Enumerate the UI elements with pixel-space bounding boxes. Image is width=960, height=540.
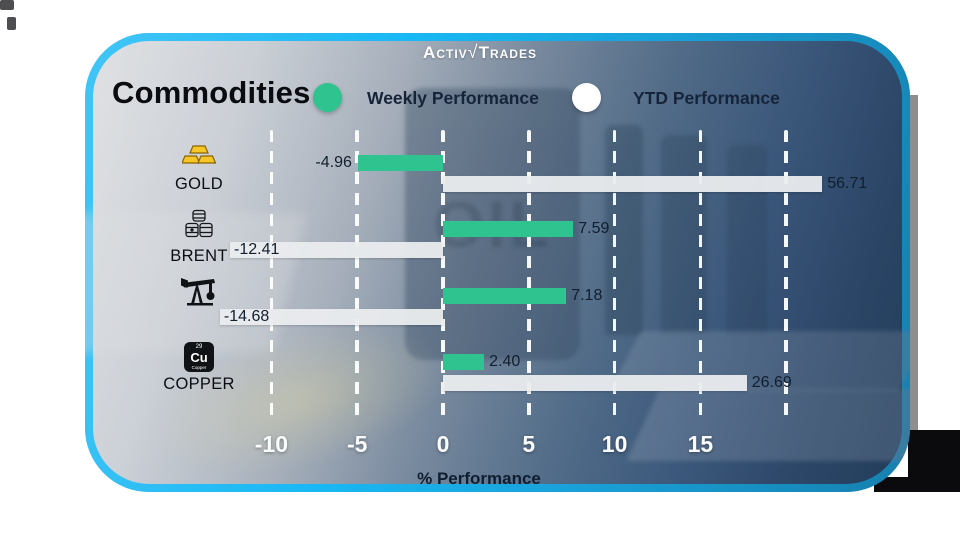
ytd-bar — [443, 176, 823, 192]
corner-fragment — [0, 0, 14, 10]
gridline — [527, 130, 531, 424]
x-axis-tick: 0 — [436, 431, 450, 457]
ytd-bar — [230, 242, 443, 259]
edge-strip — [908, 95, 918, 432]
pump-jack-icon — [181, 276, 217, 311]
weekly-value: 2.40 — [489, 352, 521, 370]
weekly-legend-label: Weekly Performance — [367, 88, 539, 108]
element-name: Copper — [191, 364, 207, 370]
ytd-value: 56.71 — [827, 175, 868, 192]
row-label-pump — [157, 276, 241, 311]
copper-element-icon: 29 Cu Copper — [184, 341, 214, 372]
ytd-value: -12.41 — [234, 241, 280, 259]
chart-title: Commodities — [112, 75, 311, 110]
x-axis-title: % Performance — [417, 469, 541, 488]
ytd-value: -14.68 — [223, 307, 270, 325]
row-label-brent: BRENT — [157, 209, 241, 266]
x-axis-tick: 5 — [522, 431, 536, 457]
photo-overlay — [85, 33, 910, 492]
brand-check-mark: √ — [467, 42, 479, 62]
weekly-bar — [443, 353, 485, 370]
corner-fragment — [7, 17, 16, 30]
ytd-legend-dot — [572, 83, 601, 112]
weekly-bar — [357, 155, 443, 171]
weekly-value: 7.59 — [578, 220, 610, 238]
x-axis-tick: 15 — [687, 431, 714, 457]
row-label-copper: 29 Cu Copper COPPER — [157, 341, 241, 394]
ytd-bar — [443, 374, 747, 391]
gridline — [269, 130, 274, 424]
category-label: GOLD — [175, 175, 223, 193]
weekly-bar — [443, 287, 567, 304]
weekly-value: 7.18 — [571, 286, 603, 304]
gridline — [355, 130, 359, 424]
oil-barrels-icon — [184, 209, 214, 244]
ytd-legend-label: YTD Performance — [633, 88, 780, 108]
corner-block — [874, 477, 918, 492]
element-symbol: Cu — [190, 350, 208, 366]
gridline — [784, 130, 788, 424]
weekly-legend-dot — [313, 83, 342, 112]
brand-logo: Activ√Trades — [380, 42, 580, 63]
brand-word-activ: Activ — [423, 43, 468, 62]
ytd-bar — [219, 308, 443, 325]
category-label: BRENT — [170, 247, 228, 266]
infographic-card: OIL Activ√Trades Commodities Weekly Perf… — [85, 33, 910, 492]
x-axis-tick: -5 — [346, 431, 368, 457]
ytd-value: 26.69 — [751, 373, 792, 391]
brand-word-trades: Trades — [478, 43, 537, 62]
x-axis-tick: -10 — [254, 431, 289, 457]
gold-bars-icon — [181, 143, 217, 172]
gridline — [698, 130, 703, 424]
weekly-bar — [443, 221, 574, 238]
background-column — [605, 125, 643, 335]
category-label: COPPER — [163, 374, 235, 393]
gridline — [441, 130, 445, 424]
element-number: 29 — [195, 343, 203, 350]
x-axis-tick: 10 — [601, 431, 628, 457]
weekly-value: -4.96 — [315, 154, 352, 171]
row-label-gold: GOLD — [157, 143, 241, 194]
gridline — [612, 130, 617, 424]
